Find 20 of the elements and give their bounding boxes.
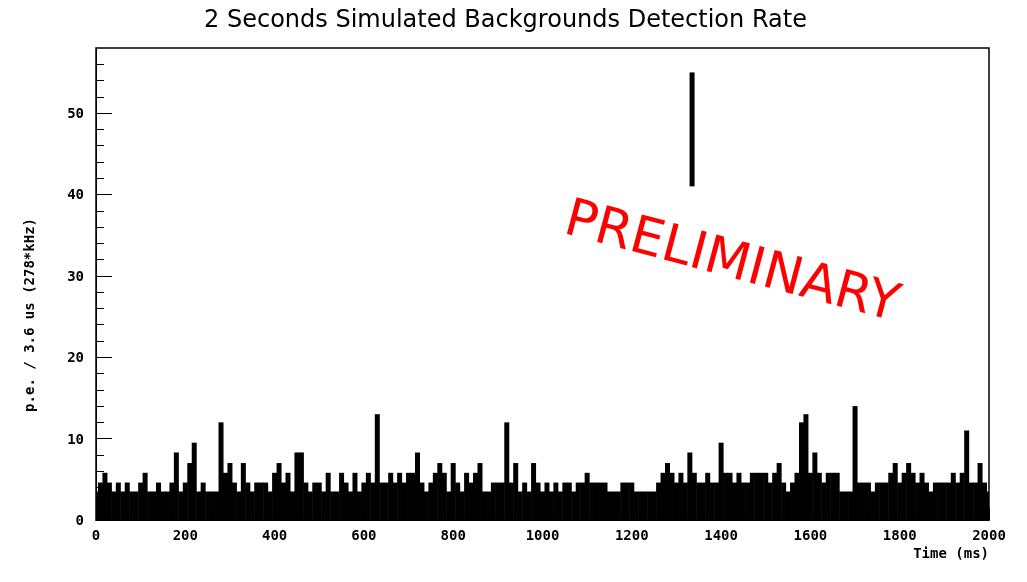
y-tick-label: 30 [67, 267, 84, 284]
y-tick-label: 40 [67, 186, 84, 203]
x-tick-label: 1000 [525, 527, 560, 543]
y-tick-label: 50 [67, 105, 84, 122]
x-tick-label: 1400 [704, 527, 738, 543]
y-tick-label: 10 [67, 430, 84, 447]
x-tick-label: 400 [261, 527, 288, 543]
x-tick-label: 800 [440, 527, 466, 543]
x-tick-label: 0 [91, 527, 101, 543]
x-tick-label: 1600 [793, 527, 828, 543]
x-axis-title: Time (ms) [913, 545, 989, 561]
x-tick-label: 2000 [972, 527, 1006, 543]
x-tick-label: 1800 [882, 527, 917, 543]
y-axis-title: p.e. / 3.6 us (278*kHz) [21, 218, 37, 412]
chart-title: 2 Seconds Simulated Backgrounds Detection Rate [204, 5, 807, 33]
y-tick-label: 20 [67, 349, 84, 366]
x-tick-label: 200 [172, 527, 198, 543]
x-tick-label: 1200 [614, 527, 649, 543]
y-tick-label: 0 [75, 512, 84, 528]
x-tick-label: 600 [351, 527, 377, 543]
